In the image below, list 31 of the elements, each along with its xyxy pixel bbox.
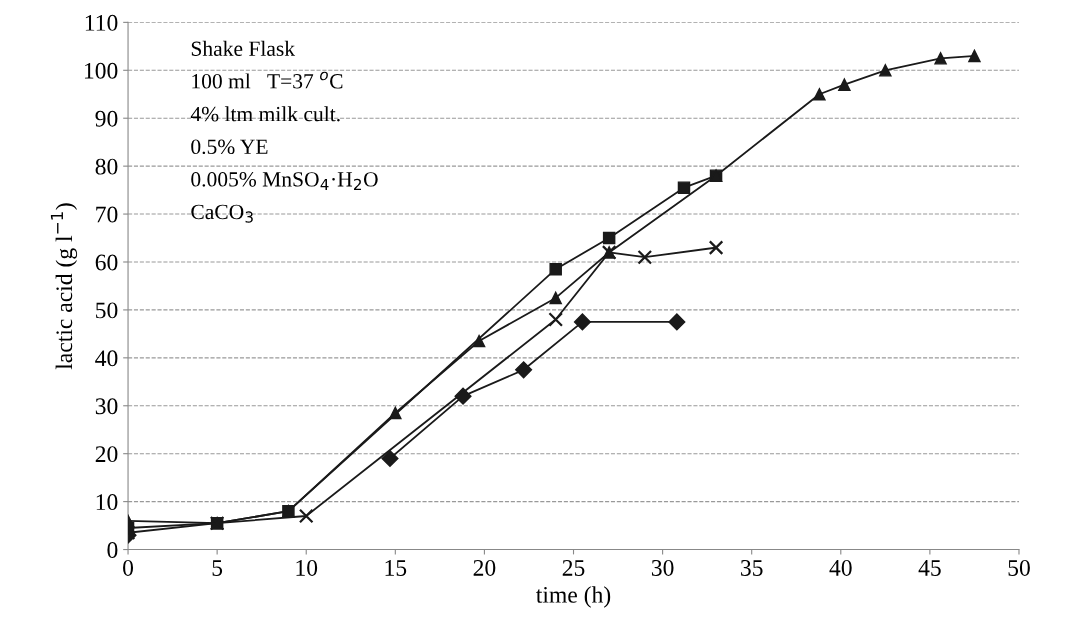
y-tick-label: 80 [95,158,118,175]
x-tick-label: 35 [741,560,763,576]
y-tick-label: 110 [85,14,118,31]
y-tick-label: 100 [84,62,118,79]
x-tick-label: 20 [473,559,496,576]
y-tick-label: 40 [95,350,118,367]
x-tick-label: 25 [562,560,585,576]
y-tick-label: 90 [95,110,118,127]
annotation: Shake Flask [191,40,296,56]
y-tick-label: 60 [95,254,118,271]
x-tick-label: 0 [123,559,134,576]
y-tick-label: 50 [96,302,118,319]
x-tick-label: 40 [829,559,852,576]
x-tick-label: 10 [296,559,318,576]
y-axis-title: lactic acid (g l$^{−1}$) [50,203,78,370]
x-tick-label: 15 [385,560,407,576]
y-tick-label: 70 [96,206,118,223]
y-tick-label: 0 [107,542,118,558]
annotation: 4% ltm milk cult. [190,106,340,122]
x-tick-label: 45 [918,560,941,576]
x-tick-label: 30 [651,559,674,576]
annotation: 0.5% YE [191,139,268,155]
y-tick-label: 20 [95,446,118,463]
annotation: 0.005% MnSO$_{4}$·H$_{2}$O [191,172,378,190]
y-tick-label: 10 [96,494,118,511]
y-tick-label: 30 [95,398,118,415]
annotation: CaCO$_{3}$ [191,204,253,223]
x-tick-label: 50 [1008,559,1030,576]
annotation: 100 ml T=37 $^{o}$C [192,71,343,89]
x-axis-title: time (h) [536,586,611,608]
x-tick-label: 5 [212,560,223,576]
